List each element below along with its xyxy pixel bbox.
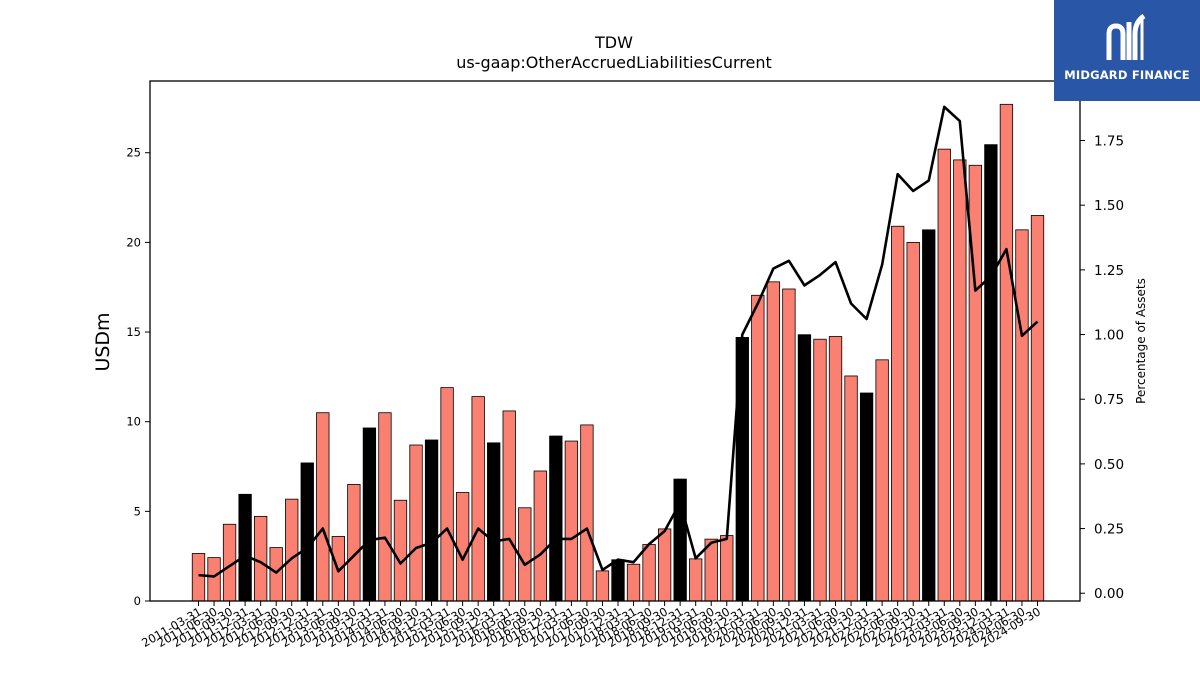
y-tick-label: 5 — [134, 504, 141, 518]
bar-series — [191, 103, 1045, 602]
bar-2015-06-30 — [455, 492, 470, 602]
bar-2022-06-30 — [891, 225, 905, 602]
y-tick-label: 15 — [126, 325, 141, 339]
y2-tick-label: 0.00 — [1094, 586, 1124, 602]
line-percentage-of-assets — [198, 105, 1039, 578]
bar-2014-03-31 — [378, 412, 392, 602]
bar-2019-03-31 — [689, 558, 703, 602]
axes: 0 5 10 15 20 25 0.00 0.25 0.50 0.75 1.00 1.25 1.50 1.… — [126, 80, 1124, 650]
bar-2021-06-30 — [828, 336, 843, 602]
y-axis-label: USDm — [92, 312, 114, 371]
y2-tick-label: 0.25 — [1094, 522, 1124, 538]
bar-2020-03-31 — [751, 294, 765, 602]
bar-2023-03-31 — [937, 148, 951, 602]
bar-2022-12-31 — [922, 229, 936, 602]
bar-2022-03-31 — [875, 359, 889, 602]
bar-2014-09-30 — [409, 444, 423, 602]
bar-2015-12-31 — [487, 442, 501, 602]
bar-2011-03-31 — [191, 553, 206, 602]
chart-title: TDW — [594, 33, 633, 52]
bar-2015-03-31 — [440, 387, 454, 602]
bar-2012-06-30 — [269, 547, 283, 602]
bar-2012-12-31 — [300, 462, 314, 602]
bar-2022-09-30 — [906, 241, 920, 602]
bar-2024-09-30 — [1030, 215, 1045, 602]
bar-2018-12-31 — [673, 478, 687, 602]
bar-2018-09-30 — [657, 528, 672, 602]
bar-2020-06-30 — [766, 281, 781, 602]
bar-2023-12-31 — [984, 144, 998, 602]
bar-2017-12-31 — [611, 559, 625, 602]
bar-2012-03-31 — [253, 515, 268, 602]
bar-2015-09-30 — [471, 396, 485, 602]
bar-2013-09-30 — [347, 484, 361, 602]
bar-2017-06-30 — [580, 424, 594, 602]
bar-2017-03-31 — [564, 440, 579, 602]
bar-2024-03-31 — [999, 103, 1014, 602]
bar-2019-09-30 — [720, 535, 734, 602]
bar-2024-06-30 — [1015, 229, 1029, 602]
bar-2013-12-31 — [362, 427, 377, 602]
bar-2011-12-31 — [238, 493, 252, 602]
bar-2021-09-30 — [844, 375, 858, 602]
bar-2023-06-30 — [953, 159, 967, 602]
line-series — [198, 105, 1039, 578]
midgard-finance-logo: MIDGARD FINANCE — [1054, 0, 1200, 101]
y2-axis-label: Percentage of Assets — [1134, 278, 1148, 404]
bar-2012-09-30 — [285, 498, 299, 602]
y2-tick-label: 0.75 — [1094, 392, 1124, 408]
midgard-logo-icon — [1106, 13, 1146, 60]
bar-2016-09-30 — [533, 470, 547, 602]
bar-2016-06-30 — [518, 507, 532, 602]
bar-2018-06-30 — [642, 544, 656, 602]
y2-tick-label: 1.75 — [1094, 134, 1124, 150]
y-tick-label: 20 — [126, 235, 141, 249]
y-tick-label: 10 — [126, 415, 141, 429]
y-tick-label: 0 — [134, 594, 141, 608]
logo-wordmark: MIDGARD FINANCE — [1064, 68, 1190, 82]
bar-2020-12-31 — [797, 334, 812, 602]
bar-2014-12-31 — [424, 439, 439, 602]
bar-2014-06-30 — [393, 499, 408, 602]
bar-2016-03-31 — [502, 410, 516, 602]
chart-subtitle: us-gaap:OtherAccruedLiabilitiesCurrent — [456, 53, 772, 72]
y2-tick-label: 1.25 — [1094, 263, 1124, 279]
bar-2011-06-30 — [207, 557, 221, 602]
y-tick-label: 25 — [126, 146, 141, 160]
bar-2021-12-31 — [859, 392, 874, 602]
bar-2017-09-30 — [595, 570, 610, 602]
y2-tick-label: 1.50 — [1094, 198, 1124, 214]
bar-2018-03-31 — [626, 563, 641, 602]
y2-tick-label: 0.50 — [1094, 457, 1124, 473]
bar-2020-09-30 — [782, 288, 796, 602]
y2-tick-label: 1.00 — [1094, 328, 1124, 344]
bar-2021-03-31 — [813, 338, 827, 602]
bar-2016-12-31 — [549, 435, 563, 602]
bar-2013-03-31 — [316, 412, 330, 602]
plot-frame — [149, 80, 1081, 602]
